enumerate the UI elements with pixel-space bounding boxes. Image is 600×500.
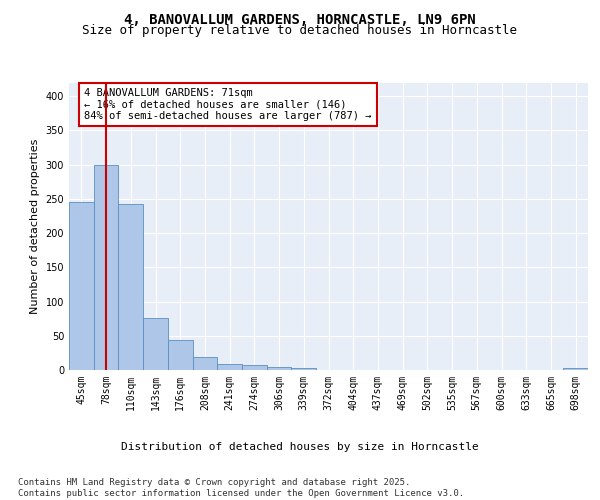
Text: Distribution of detached houses by size in Horncastle: Distribution of detached houses by size … [121,442,479,452]
Bar [242,365,267,370]
Bar [292,368,316,370]
Bar [118,204,143,370]
Bar [94,164,118,370]
Text: 4, BANOVALLUM GARDENS, HORNCASTLE, LN9 6PN: 4, BANOVALLUM GARDENS, HORNCASTLE, LN9 6… [124,12,476,26]
Bar [193,357,217,370]
Bar [143,318,168,370]
Bar [217,364,242,370]
Bar [267,366,292,370]
Bar [69,202,94,370]
Text: 4 BANOVALLUM GARDENS: 71sqm
← 16% of detached houses are smaller (146)
84% of se: 4 BANOVALLUM GARDENS: 71sqm ← 16% of det… [84,88,371,121]
Y-axis label: Number of detached properties: Number of detached properties [30,138,40,314]
Bar [168,340,193,370]
Text: Contains HM Land Registry data © Crown copyright and database right 2025.
Contai: Contains HM Land Registry data © Crown c… [18,478,464,498]
Bar [563,368,588,370]
Text: Size of property relative to detached houses in Horncastle: Size of property relative to detached ho… [83,24,517,37]
